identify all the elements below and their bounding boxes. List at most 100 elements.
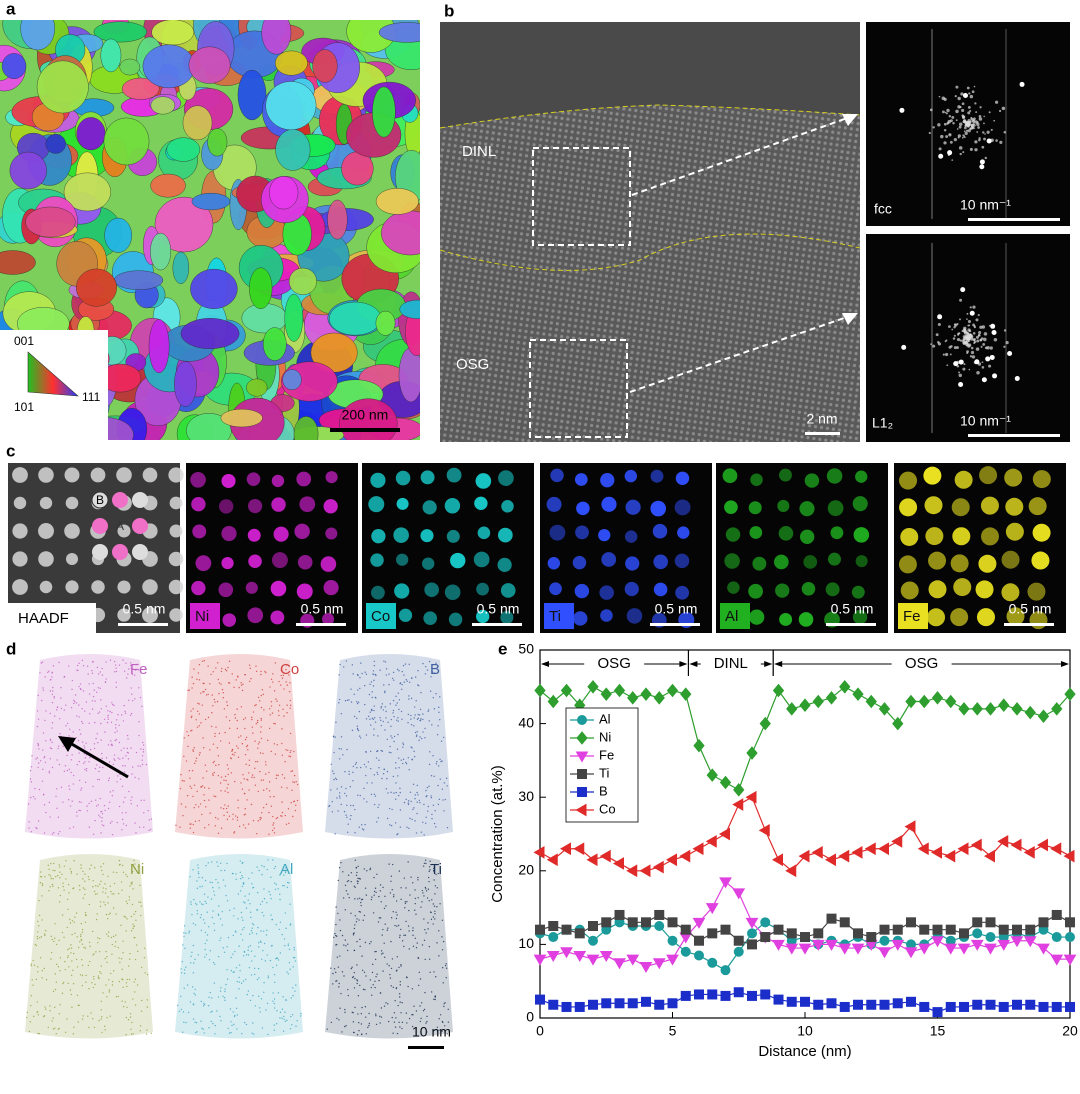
grain xyxy=(190,268,238,309)
atom xyxy=(222,807,225,810)
atom-column xyxy=(501,500,514,513)
atom xyxy=(203,1003,206,1006)
atom xyxy=(417,794,419,796)
atom xyxy=(225,894,227,897)
scale-label: 0.5 nm xyxy=(123,601,166,617)
atom xyxy=(71,754,73,756)
x-tick-label: 15 xyxy=(930,1023,946,1039)
scale-label: 0.5 nm xyxy=(831,601,874,617)
atom xyxy=(258,869,260,872)
atom xyxy=(78,729,81,731)
atom xyxy=(427,710,429,713)
data-point xyxy=(998,924,1009,935)
atom xyxy=(370,724,372,726)
atom xyxy=(127,965,130,967)
atom xyxy=(35,758,37,760)
atom xyxy=(88,903,90,906)
atom xyxy=(226,704,229,707)
atom xyxy=(58,661,60,664)
atom xyxy=(92,682,94,685)
atom xyxy=(284,760,286,763)
atom xyxy=(278,704,281,707)
atom xyxy=(226,969,228,971)
atom xyxy=(365,766,367,768)
atom xyxy=(357,880,359,883)
atom-column xyxy=(12,467,28,483)
atom xyxy=(214,795,217,798)
atom xyxy=(390,985,392,987)
atom xyxy=(349,786,352,788)
atom xyxy=(77,669,79,671)
atom xyxy=(202,737,204,739)
atom xyxy=(440,740,443,742)
atom xyxy=(98,1019,100,1022)
atom xyxy=(37,971,39,973)
data-point xyxy=(546,853,558,867)
atom xyxy=(53,831,55,834)
atom xyxy=(373,876,375,879)
atom xyxy=(44,676,46,678)
atom xyxy=(272,681,274,683)
atom xyxy=(33,964,36,967)
atom xyxy=(412,927,414,929)
atom xyxy=(182,814,184,817)
atom xyxy=(67,948,69,951)
fft-speckle xyxy=(972,332,976,335)
atom xyxy=(417,876,419,879)
atom xyxy=(83,745,85,747)
atom xyxy=(76,994,79,996)
atom xyxy=(81,964,84,966)
atom xyxy=(364,941,367,944)
data-point xyxy=(931,846,942,859)
atom xyxy=(269,894,272,896)
atom xyxy=(398,767,400,769)
atom xyxy=(396,668,399,671)
atom xyxy=(287,945,289,947)
atom xyxy=(175,824,177,827)
atom xyxy=(387,721,389,724)
atom xyxy=(407,861,409,863)
data-point xyxy=(866,932,877,943)
atom xyxy=(278,680,280,683)
atom-column xyxy=(600,473,615,488)
atom xyxy=(360,1033,363,1036)
atom xyxy=(428,720,430,722)
atom xyxy=(54,937,56,939)
atom xyxy=(397,794,400,797)
atom xyxy=(222,995,224,997)
atom xyxy=(347,823,349,825)
atom xyxy=(433,879,435,881)
atom xyxy=(333,772,335,775)
atom xyxy=(61,992,64,994)
atom xyxy=(343,944,345,946)
atom xyxy=(202,1028,204,1030)
atom xyxy=(28,821,30,823)
atom xyxy=(91,982,93,984)
atom xyxy=(438,798,441,801)
atom xyxy=(100,699,102,701)
atom xyxy=(244,738,247,741)
atom-column xyxy=(855,470,868,483)
atom xyxy=(192,795,194,798)
fft-speckle xyxy=(984,133,986,135)
atom xyxy=(385,905,387,907)
atom xyxy=(44,719,46,722)
atom xyxy=(235,679,237,681)
atom xyxy=(121,968,123,971)
atom xyxy=(244,727,246,730)
atom xyxy=(87,876,90,878)
atom xyxy=(406,901,408,903)
atom xyxy=(424,673,427,675)
atom xyxy=(99,671,102,673)
site-label: B xyxy=(96,493,104,507)
atom xyxy=(438,706,440,709)
atom xyxy=(204,948,206,951)
data-point xyxy=(747,939,757,950)
atom xyxy=(270,750,272,753)
atom xyxy=(113,671,116,673)
atom xyxy=(250,678,252,680)
atom xyxy=(384,923,386,925)
atom xyxy=(260,726,262,728)
atom xyxy=(212,743,215,745)
fft-speckle xyxy=(937,322,941,327)
